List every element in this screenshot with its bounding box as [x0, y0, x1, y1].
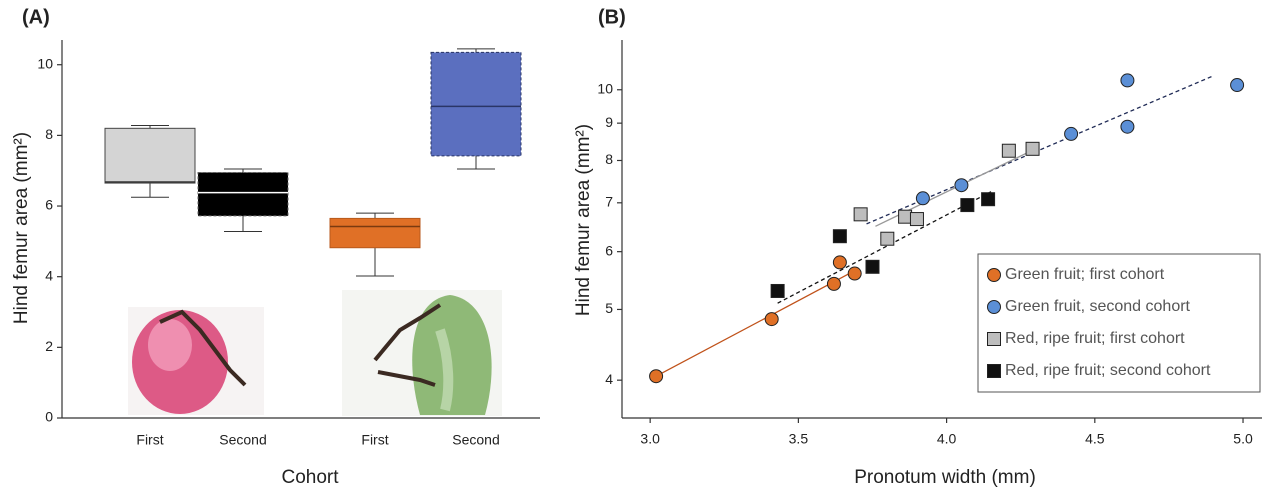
point	[826, 276, 841, 291]
y-tick-label: 5	[605, 300, 613, 316]
point	[770, 283, 785, 298]
point	[853, 207, 868, 222]
point	[880, 231, 895, 246]
legend-marker	[987, 332, 1001, 346]
y-tick-label: 2	[45, 338, 53, 354]
point	[1064, 126, 1079, 141]
point	[898, 209, 913, 224]
point	[832, 255, 847, 270]
legend-label: Green fruit, second cohort	[1005, 298, 1191, 315]
point	[1120, 119, 1135, 134]
point	[832, 229, 847, 244]
y-tick-label: 8	[45, 126, 53, 142]
point	[981, 192, 996, 207]
legend-marker	[987, 300, 1001, 314]
x-tick-label: First	[136, 432, 163, 448]
x-tick-label: 3.5	[789, 431, 809, 447]
legend-marker	[987, 268, 1001, 282]
y-tick-label: 10	[597, 80, 613, 96]
y-tick-label: 6	[45, 197, 53, 213]
y-tick-label: 7	[605, 194, 613, 210]
y-tick-label: 9	[605, 114, 613, 130]
point	[847, 266, 862, 281]
point	[1120, 73, 1135, 88]
panel-label: (A)	[22, 6, 50, 28]
y-tick-label: 4	[605, 371, 613, 387]
x-axis-title: Pronotum width (mm)	[854, 467, 1036, 488]
y-axis-title: Hind femur area (mm²)	[573, 124, 594, 316]
y-tick-label: 4	[45, 267, 53, 283]
point	[1025, 141, 1040, 156]
box	[197, 171, 289, 217]
y-tick-label: 6	[605, 242, 613, 258]
y-tick-label: 8	[605, 151, 613, 167]
x-tick-label: 4.5	[1085, 431, 1105, 447]
x-tick-label: 3.0	[640, 431, 660, 447]
point	[1230, 78, 1245, 93]
box	[329, 217, 421, 249]
legend-marker	[987, 364, 1001, 378]
x-tick-label: 5.0	[1233, 431, 1253, 447]
point	[954, 178, 969, 193]
y-tick-label: 10	[37, 55, 53, 71]
point	[764, 312, 779, 327]
box	[430, 51, 522, 157]
x-tick-label: 4.0	[937, 431, 957, 447]
legend-label: Red, ripe fruit; second cohort	[1005, 362, 1211, 379]
x-tick-label: Second	[219, 432, 266, 448]
fit-line	[655, 270, 856, 377]
y-axis-title: Hind femur area (mm²)	[11, 132, 32, 324]
x-tick-label: First	[361, 432, 388, 448]
x-tick-label: Second	[452, 432, 499, 448]
fit-line	[777, 191, 992, 304]
point	[1001, 143, 1016, 158]
photo-green-fruit	[342, 290, 502, 416]
x-axis-title: Cohort	[281, 467, 339, 488]
point	[915, 191, 930, 206]
box	[104, 127, 196, 184]
legend-label: Red, ripe fruit; first cohort	[1005, 330, 1185, 347]
photo-red-fruit	[128, 307, 264, 415]
point	[960, 198, 975, 213]
point	[909, 212, 924, 227]
point	[649, 369, 664, 384]
legend-frame	[977, 253, 1261, 393]
point	[865, 259, 880, 274]
y-tick-label: 0	[45, 409, 53, 425]
panel-label: (B)	[598, 6, 626, 28]
legend-label: Green fruit; first cohort	[1005, 266, 1165, 283]
